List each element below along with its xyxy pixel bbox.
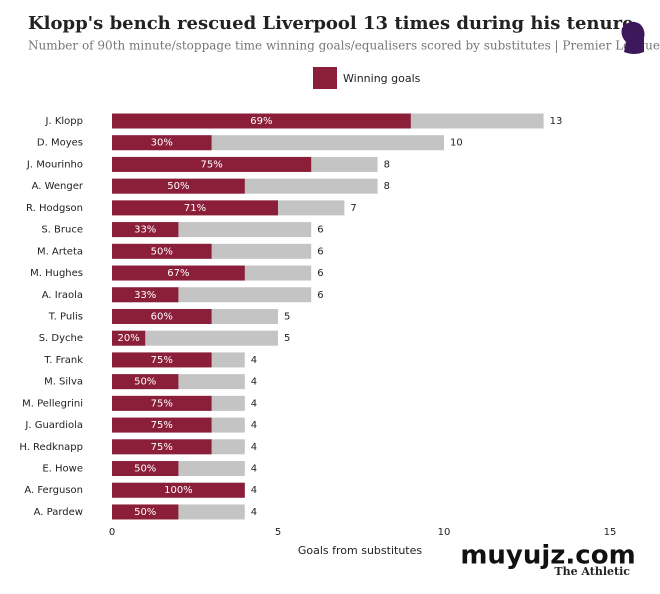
winning-bar (112, 200, 278, 216)
share-label: 67% (167, 268, 189, 279)
winning-bar (112, 156, 312, 172)
winning-bar (112, 461, 179, 477)
share-label: 75% (151, 442, 173, 453)
share-label: 69% (250, 116, 272, 127)
total-label: 13 (550, 116, 563, 127)
x-tick-label: 5 (275, 527, 281, 538)
share-label: 75% (151, 420, 173, 431)
y-tick-label: J. Klopp (45, 116, 83, 127)
share-label: 60% (151, 311, 173, 322)
y-tick-label: M. Pellegrini (22, 398, 83, 409)
y-tick-label: D. Moyes (37, 138, 83, 149)
share-label: 75% (151, 398, 173, 409)
winning-bar (112, 308, 212, 324)
share-label: 50% (151, 246, 173, 257)
share-label: 20% (117, 333, 139, 344)
total-label: 4 (251, 485, 257, 496)
winning-bar (112, 395, 212, 411)
share-label: 50% (134, 507, 156, 518)
winning-bar (112, 243, 212, 259)
total-label: 6 (317, 290, 323, 301)
total-label: 10 (450, 138, 463, 149)
winning-bar (112, 330, 146, 346)
total-label: 4 (251, 398, 257, 409)
share-label: 100% (164, 485, 193, 496)
winning-bar (112, 439, 212, 455)
y-tick-label: A. Pardew (34, 507, 83, 518)
winning-bar (112, 178, 245, 194)
total-label: 5 (284, 311, 290, 322)
total-label: 4 (251, 507, 257, 518)
total-label: 4 (251, 464, 257, 475)
winning-bar (112, 374, 179, 390)
total-label: 5 (284, 333, 290, 344)
winning-bar (112, 287, 179, 303)
y-tick-label: S. Bruce (41, 225, 83, 236)
share-label: 50% (167, 181, 189, 192)
total-label: 7 (350, 203, 356, 214)
total-label: 8 (384, 181, 390, 192)
total-label: 6 (317, 246, 323, 257)
y-tick-label: M. Silva (44, 377, 83, 388)
x-tick-label: 15 (604, 527, 617, 538)
total-label: 4 (251, 355, 257, 366)
y-tick-label: T. Frank (43, 355, 83, 366)
y-tick-label: T. Pulis (48, 311, 83, 322)
share-label: 75% (200, 159, 222, 170)
y-tick-label: E. Howe (42, 464, 83, 475)
y-tick-label: R. Hodgson (26, 203, 83, 214)
winning-bar (112, 417, 212, 433)
total-label: 6 (317, 225, 323, 236)
y-tick-label: H. Redknapp (19, 442, 83, 453)
winning-bar (112, 113, 411, 129)
winning-bar (112, 504, 179, 520)
y-tick-label: A. Wenger (32, 181, 84, 192)
winning-bar (112, 352, 212, 368)
total-label: 4 (251, 442, 257, 453)
share-label: 33% (134, 225, 156, 236)
share-label: 75% (151, 355, 173, 366)
y-tick-label: M. Arteta (37, 246, 83, 257)
y-tick-label: A. Ferguson (24, 485, 83, 496)
x-axis-label: Goals from substitutes (298, 544, 423, 557)
chart-subtitle: Number of 90th minute/stoppage time winn… (28, 39, 660, 53)
winning-bar (112, 135, 212, 151)
winning-bar (112, 222, 179, 238)
chart-title: Klopp's bench rescued Liverpool 13 times… (28, 13, 634, 34)
total-label: 6 (317, 268, 323, 279)
share-label: 50% (134, 377, 156, 388)
total-label: 4 (251, 377, 257, 388)
legend-label: Winning goals (343, 72, 421, 85)
y-tick-label: S. Dyche (39, 333, 83, 344)
total-label: 8 (384, 159, 390, 170)
share-label: 33% (134, 290, 156, 301)
share-label: 71% (184, 203, 206, 214)
total-label: 4 (251, 420, 257, 431)
winning-bar (112, 265, 245, 281)
y-tick-label: J. Mourinho (26, 159, 83, 170)
y-tick-label: M. Hughes (30, 268, 83, 279)
watermark: muyujz.com (460, 541, 635, 571)
winning-bar (112, 482, 245, 498)
league-logo (621, 21, 645, 54)
total-bar (112, 330, 278, 346)
source: The Athletic (554, 565, 630, 578)
x-tick-label: 10 (438, 527, 451, 538)
legend-swatch (313, 67, 337, 89)
x-tick-label: 0 (109, 527, 115, 538)
y-tick-label: J. Guardiola (24, 420, 83, 431)
share-label: 30% (151, 138, 173, 149)
share-label: 50% (134, 464, 156, 475)
y-tick-label: A. Iraola (42, 290, 83, 301)
